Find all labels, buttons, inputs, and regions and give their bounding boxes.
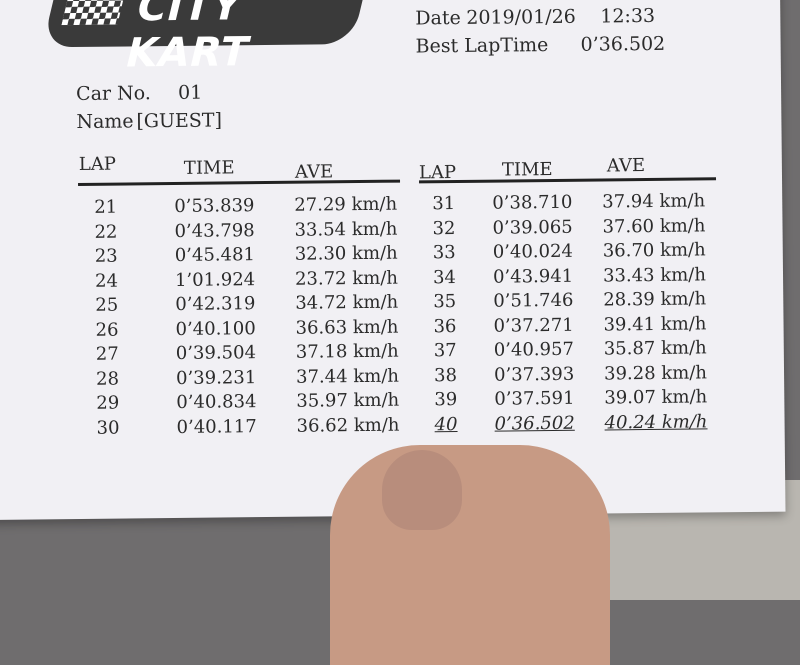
logo-text: CITY KART (120, 0, 255, 77)
right-time-header: TIME (501, 159, 553, 181)
lap-lap: 27 (95, 343, 119, 365)
lap-ave: 37.60 km/h (602, 214, 706, 237)
lap-time: 0’37.393 (493, 363, 575, 386)
lap-time: 0’51.746 (493, 289, 574, 312)
lap-time: 1’01.924 (174, 268, 256, 291)
lap-lap: 22 (94, 221, 118, 243)
lap-lap: 31 (432, 193, 456, 215)
name-label: Name (76, 110, 134, 133)
lap-time: 0’42.319 (175, 293, 256, 315)
date-label: Date (415, 6, 461, 30)
lap-lap: 39 (434, 389, 458, 411)
lap-ave: 40.24 km/h (604, 410, 708, 433)
lap-ave: 27.29 km/h (294, 193, 398, 216)
lap-lap: 37 (433, 340, 457, 362)
lap-ave: 33.54 km/h (294, 218, 398, 241)
lap-time: 0’40.100 (175, 317, 256, 340)
lap-time: 0’53.839 (174, 195, 255, 217)
lap-lap: 28 (95, 368, 120, 390)
right-ave-header: AVE (606, 155, 646, 177)
lap-time: 0’37.591 (494, 387, 575, 410)
lap-ave: 28.39 km/h (603, 288, 707, 311)
lap-time-receipt: CITY KART Date 2019/01/26 12:33 Best Lap… (0, 0, 786, 520)
lap-ave: 23.72 km/h (294, 267, 399, 290)
lap-ave: 35.97 km/h (296, 389, 400, 412)
lap-ave: 36.63 km/h (295, 316, 399, 339)
checkered-flag-icon (61, 0, 126, 26)
lap-lap: 25 (95, 294, 119, 316)
lap-ave: 34.72 km/h (295, 291, 399, 314)
lap-time: 0’39.065 (492, 216, 573, 239)
lap-time: 0’37.271 (493, 314, 574, 337)
lap-lap: 36 (433, 315, 457, 337)
car-number: 01 (177, 81, 203, 104)
lap-ave: 39.28 km/h (603, 361, 708, 384)
best-laptime-label: Best LapTime (415, 34, 549, 58)
best-laptime-value: 0’36.502 (580, 32, 666, 56)
car-label: Car No. (75, 82, 151, 105)
lap-time: 0’39.504 (175, 342, 257, 364)
lap-time: 0’40.957 (493, 338, 575, 361)
lap-time: 0’36.502 (494, 412, 575, 435)
lap-ave: 36.62 km/h (296, 414, 400, 437)
lap-lap: 30 (96, 417, 120, 439)
lap-lap: 24 (94, 270, 119, 292)
lap-lap: 33 (432, 242, 456, 264)
lap-lap: 21 (94, 196, 118, 218)
lap-ave: 37.18 km/h (295, 340, 399, 363)
left-lap-header: LAP (78, 153, 117, 175)
lap-ave: 39.41 km/h (603, 312, 707, 335)
lap-ave: 36.70 km/h (602, 239, 706, 262)
lap-ave: 37.44 km/h (295, 365, 400, 388)
hand (330, 445, 610, 665)
lap-lap: 35 (433, 291, 457, 313)
lap-lap: 26 (95, 319, 119, 341)
lap-lap: 29 (96, 392, 120, 414)
lap-lap: 40 (434, 413, 458, 435)
lap-time: 0’43.941 (492, 265, 574, 288)
lap-lap: 38 (433, 364, 458, 386)
city-kart-logo: CITY KART (42, 0, 369, 77)
lap-time: 0’38.710 (492, 191, 573, 214)
lap-time: 0’39.231 (175, 366, 257, 389)
thumb (382, 450, 462, 530)
lap-lap: 32 (432, 217, 456, 239)
name-value: [GUEST] (136, 109, 223, 133)
lap-lap: 23 (94, 245, 118, 267)
right-header-rule (419, 177, 717, 184)
lap-time: 0’43.798 (174, 219, 255, 242)
lap-ave: 32.30 km/h (294, 242, 398, 265)
left-time-header: TIME (183, 157, 235, 179)
lap-time: 0’40.117 (176, 415, 257, 438)
lap-time: 0’40.834 (176, 391, 257, 413)
lap-ave: 37.94 km/h (602, 190, 706, 213)
lap-lap: 34 (432, 266, 457, 288)
date-value: 2019/01/26 (466, 5, 576, 29)
left-header-rule (78, 179, 401, 186)
lap-time: 0’45.481 (174, 244, 256, 266)
lap-ave: 35.87 km/h (603, 337, 707, 360)
lap-ave: 33.43 km/h (602, 263, 707, 286)
lap-time: 0’40.024 (492, 240, 574, 263)
lap-ave: 39.07 km/h (604, 386, 708, 409)
time-value: 12:33 (600, 4, 656, 28)
